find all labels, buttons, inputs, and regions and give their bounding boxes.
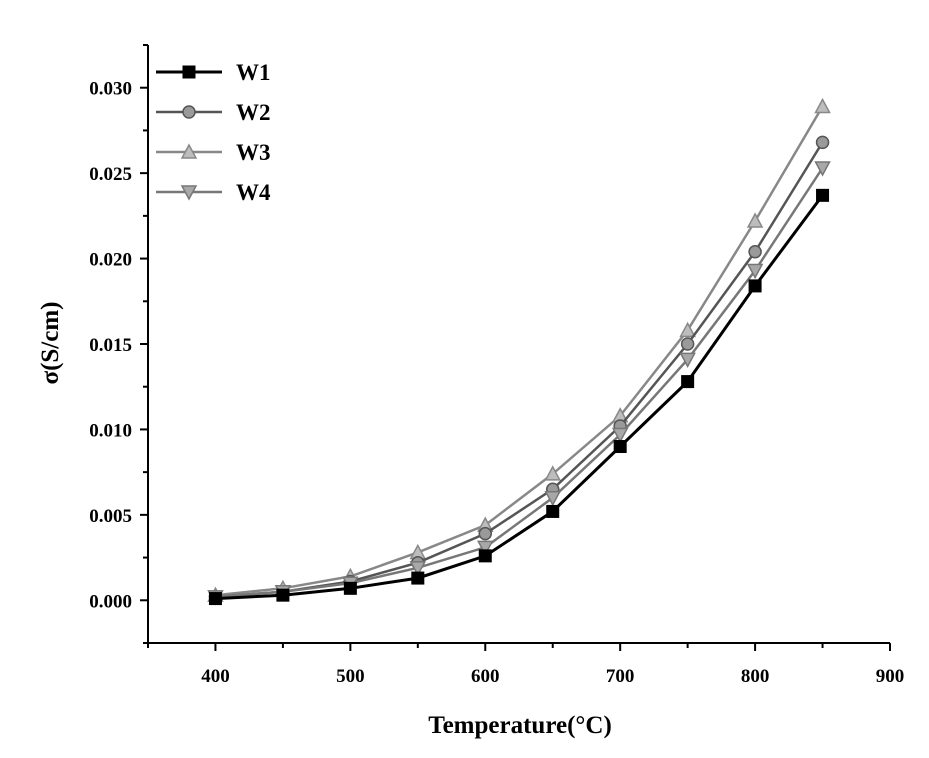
series-w3	[207, 97, 831, 602]
x-tick-label: 900	[876, 666, 905, 687]
data-point-w3	[544, 465, 561, 481]
series-layer	[207, 97, 831, 606]
data-point-w1	[208, 592, 222, 606]
x-tick-label: 800	[741, 666, 770, 687]
data-point-w4	[409, 561, 427, 577]
legend-marker	[180, 143, 198, 159]
data-point-w2	[748, 244, 762, 259]
legend-entry-w2: W2	[156, 100, 271, 125]
data-point-w1	[546, 504, 560, 518]
x-tick-label: 400	[201, 666, 230, 687]
legend-entry-w1: W1	[156, 60, 271, 85]
y-tick-label: 0.010	[89, 420, 132, 441]
x-axis-title: Temperature(°C)	[428, 712, 612, 739]
legend-marker	[182, 105, 196, 119]
series-line-w2	[215, 141, 824, 599]
series-w1	[208, 188, 830, 606]
legend-label: W4	[236, 180, 271, 205]
series-line-w1	[215, 194, 824, 601]
legend-entry-w4: W4	[156, 180, 271, 205]
x-tick-label: 700	[606, 666, 635, 687]
data-point-w1	[343, 581, 357, 595]
y-tick-label: 0.030	[89, 79, 132, 100]
series-line-w4	[215, 167, 824, 599]
legend-label: W2	[236, 100, 271, 125]
data-point-w3	[814, 97, 831, 114]
legend-marker	[182, 65, 196, 79]
y-tick-label: 0.000	[89, 591, 132, 612]
axes: 400 500 600 700 800 900 0.000 0.005 0.010 0.015 0.…	[89, 44, 905, 687]
data-point-w4	[544, 491, 561, 507]
data-point-w3	[679, 321, 696, 338]
y-axis-title: σ(S/cm)	[37, 301, 64, 384]
data-point-w4	[679, 352, 696, 368]
data-point-w1	[681, 375, 695, 389]
data-point-w1	[276, 588, 290, 602]
y-tick-label: 0.020	[89, 250, 132, 271]
legend: W1 W2 W3 W4	[156, 60, 271, 205]
x-tick-label: 600	[471, 666, 500, 687]
data-point-w2	[478, 526, 493, 541]
series-line-w3	[215, 105, 824, 597]
series-w4	[207, 161, 831, 606]
data-point-w1	[748, 279, 762, 293]
legend-label: W1	[236, 60, 271, 85]
x-tick-label: 500	[336, 666, 365, 687]
data-point-w2	[815, 135, 830, 150]
data-point-w4	[814, 161, 831, 177]
data-point-w4	[477, 540, 494, 556]
y-tick-label: 0.025	[89, 164, 132, 185]
legend-label: W3	[236, 140, 271, 165]
data-point-w4	[611, 427, 629, 444]
data-point-w4	[746, 263, 764, 280]
y-tick-label: 0.015	[89, 335, 132, 356]
data-point-w2	[680, 337, 695, 351]
y-tick-label: 0.005	[89, 506, 132, 527]
legend-entry-w3: W3	[156, 140, 271, 165]
data-point-w1	[478, 549, 492, 563]
data-point-w3	[746, 212, 764, 228]
legend-marker	[180, 185, 198, 201]
data-point-w1	[816, 188, 830, 202]
data-point-w1	[411, 571, 425, 585]
data-point-w1	[613, 440, 627, 454]
